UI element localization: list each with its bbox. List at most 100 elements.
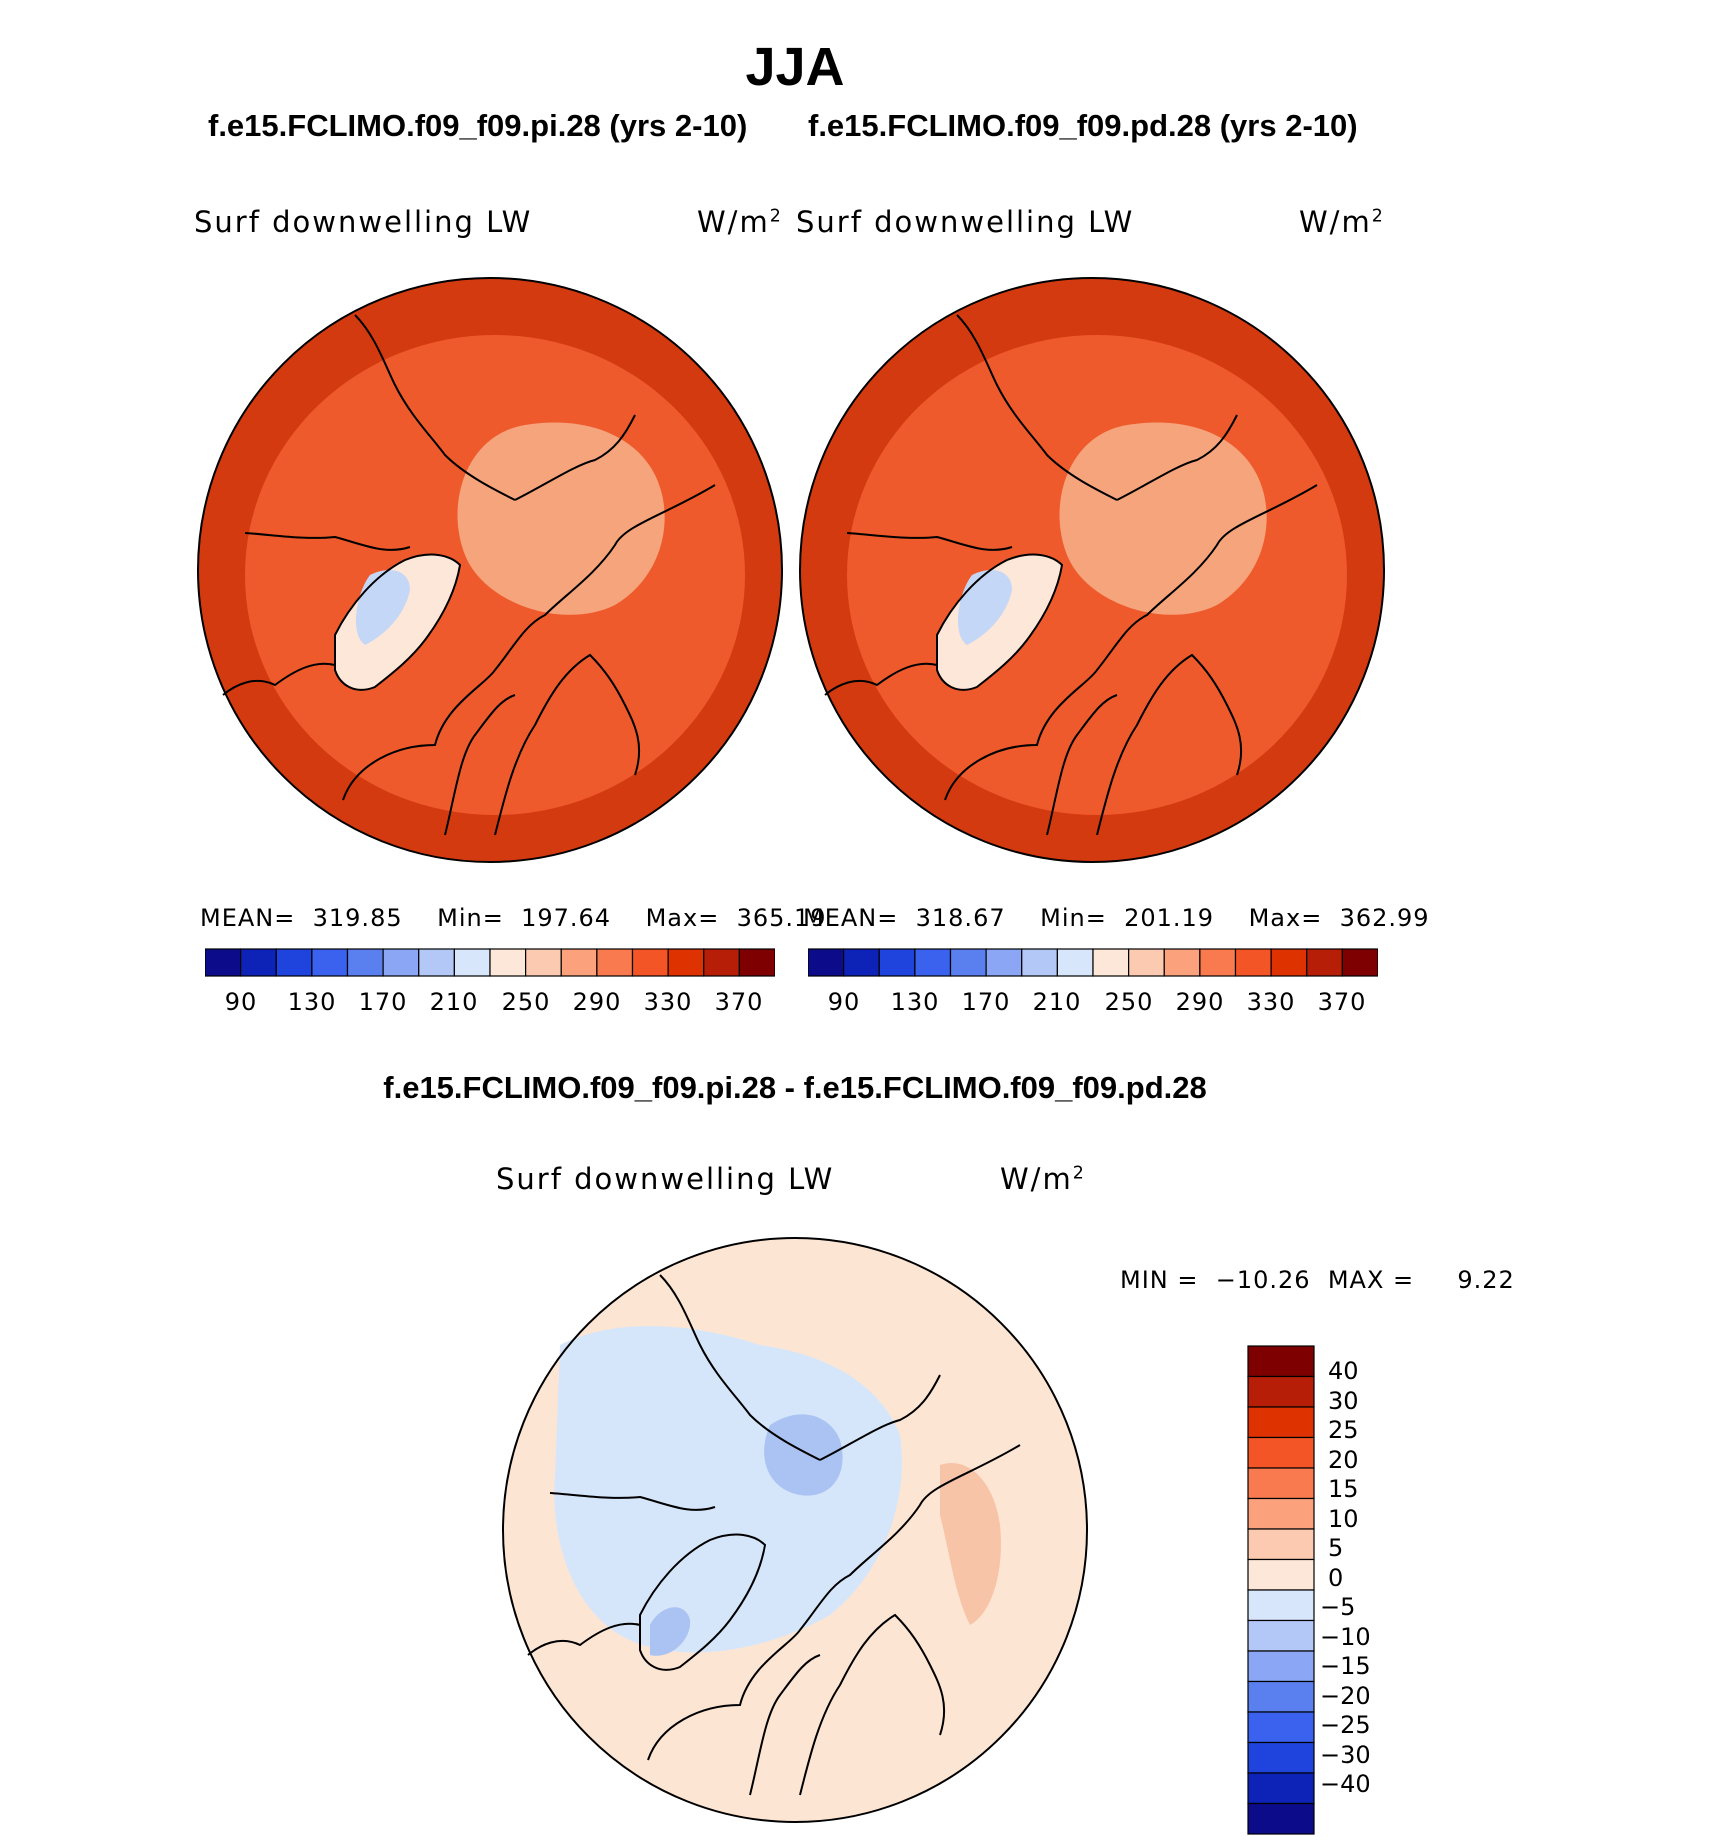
colorbar-box <box>1092 948 1130 977</box>
diff-title: f.e15.FCLIMO.f09_f09.pi.28 - f.e15.FCLIM… <box>383 1070 1207 1105</box>
colorbar-tick: 290 <box>572 988 622 1016</box>
coastline <box>494 653 641 836</box>
coastline <box>659 1274 821 1461</box>
colorbar-tick: −15 <box>1320 1652 1371 1680</box>
colorbar-tick: 90 <box>224 988 258 1016</box>
colorbar-box <box>382 948 420 977</box>
units-label-pd: W/m2 <box>1299 205 1385 239</box>
colorbar-box <box>1247 1589 1315 1622</box>
stats-diff: MIN = −10.26 MAX = 9.22 <box>1120 1266 1515 1294</box>
colorbar-box <box>1270 948 1308 977</box>
case-title-pd: f.e15.FCLIMO.f09_f09.pd.28 (yrs 2-10) <box>808 108 1358 143</box>
colorbar-box <box>1247 1467 1315 1500</box>
colorbar-tick: 5 <box>1328 1534 1344 1562</box>
colorbar-box <box>453 948 491 977</box>
colorbar-tick: −20 <box>1320 1682 1371 1710</box>
colorbar-box <box>985 948 1023 977</box>
colorbar-box <box>1247 1345 1315 1378</box>
colorbar-box <box>738 948 775 977</box>
min-value: 201.19 <box>1124 904 1215 932</box>
colorbar-box <box>1247 1558 1315 1591</box>
coastline <box>846 532 1013 551</box>
colorbar-box <box>1247 1772 1315 1805</box>
colorbar-box <box>843 948 880 977</box>
colorbar-tick: 210 <box>429 988 479 1016</box>
coastline <box>647 1444 1021 1761</box>
colorbar-box <box>1021 948 1058 977</box>
coastline-greenland <box>639 1533 767 1671</box>
colorbar-box <box>1128 948 1165 977</box>
polar-map-pi <box>197 277 783 863</box>
mean-value: 318.67 <box>915 904 1006 932</box>
map-region-negative-greenland <box>650 1607 691 1656</box>
colorbar-box <box>1306 948 1343 977</box>
case-title-pi: f.e15.FCLIMO.f09_f09.pi.28 (yrs 2-10) <box>208 108 748 143</box>
colorbar-tick: 250 <box>501 988 551 1016</box>
colorbar-tick: −40 <box>1320 1770 1371 1798</box>
mean-label: MEAN= <box>803 904 899 932</box>
colorbar-box <box>949 948 987 977</box>
colorbar-box <box>1247 1680 1315 1713</box>
min-value: 197.64 <box>521 904 612 932</box>
coastline <box>749 1654 821 1796</box>
coastline <box>944 484 1318 801</box>
colorbar-pd <box>808 948 1378 977</box>
colorbar-box <box>1247 1375 1315 1408</box>
colorbar-tick: 370 <box>1317 988 1367 1016</box>
colorbar-tick: 210 <box>1032 988 1082 1016</box>
colorbar-tick: 15 <box>1328 1475 1359 1503</box>
colorbar-ticks-pi: 90 130 170 210 250 290 330 370 <box>205 988 775 1018</box>
colorbar-box <box>808 948 845 977</box>
colorbar-box <box>1247 1436 1315 1469</box>
colorbar-box <box>1247 1528 1315 1561</box>
variable-label-pi: Surf downwelling LW <box>194 205 533 239</box>
colorbar-tick: 170 <box>358 988 408 1016</box>
colorbar-tick: −30 <box>1320 1741 1371 1769</box>
mean-value: 319.85 <box>312 904 403 932</box>
coastline <box>1116 414 1238 501</box>
colorbar-box <box>418 948 455 977</box>
mean-label: MEAN= <box>200 904 296 932</box>
polar-map-pd <box>799 277 1385 863</box>
colorbar-tick: 30 <box>1328 1387 1359 1415</box>
coastline <box>549 1492 716 1511</box>
max-label: MAX = <box>1327 1266 1415 1294</box>
map-region-greenland-core <box>355 570 410 645</box>
max-label: Max= <box>645 904 720 932</box>
max-label: Max= <box>1248 904 1323 932</box>
map-border <box>502 1237 1088 1823</box>
colorbar-tick: 25 <box>1328 1416 1359 1444</box>
map-region-positive <box>940 1463 1001 1625</box>
colorbar-tick: 40 <box>1328 1357 1359 1385</box>
map-region-greenland <box>937 554 1062 690</box>
colorbar-box <box>1247 1650 1315 1683</box>
colorbar-tick: 10 <box>1328 1505 1359 1533</box>
colorbar-box <box>1234 948 1272 977</box>
figure-title: JJA <box>745 37 845 97</box>
colorbar-box <box>489 948 527 977</box>
colorbar-box <box>703 948 740 977</box>
coastline <box>1096 653 1243 836</box>
colorbar-box <box>275 948 313 977</box>
min-value: −10.26 <box>1215 1266 1311 1294</box>
colorbar-box <box>914 948 952 977</box>
coastline <box>527 1622 641 1656</box>
coastline <box>956 314 1118 501</box>
variable-label-pd: Surf downwelling LW <box>796 205 1135 239</box>
coastline <box>514 414 636 501</box>
min-label: Min= <box>437 904 504 932</box>
colorbar-box <box>560 948 598 977</box>
colorbar-tick: 130 <box>890 988 940 1016</box>
colorbar-tick: 330 <box>643 988 693 1016</box>
colorbar-tick: −25 <box>1320 1711 1371 1739</box>
colorbar-box <box>1199 948 1237 977</box>
colorbar-diff <box>1247 1345 1315 1835</box>
coastline <box>1046 694 1118 836</box>
colorbar-tick: −10 <box>1320 1623 1371 1651</box>
colorbar-tick: −5 <box>1320 1593 1356 1621</box>
colorbar-box <box>1247 1741 1315 1774</box>
map-region-central <box>1059 422 1267 615</box>
coastline <box>222 662 336 696</box>
colorbar-box <box>1247 1802 1315 1835</box>
colorbar-ticks-diff: 40 30 25 20 15 10 5 0 −5 −10 −15 −20 −25… <box>1320 1345 1408 1835</box>
